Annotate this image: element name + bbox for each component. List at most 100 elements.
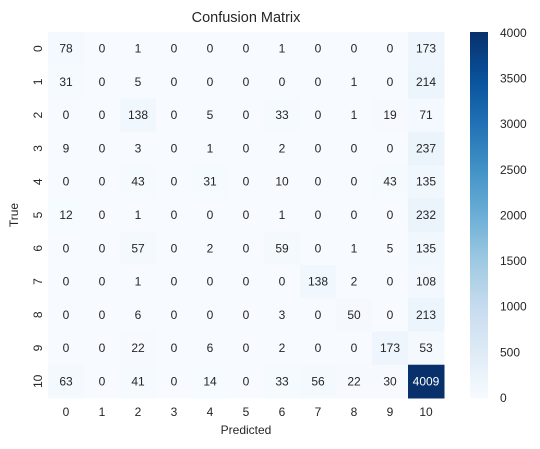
heatmap-cell-2-3 [156, 98, 193, 133]
cell-value-label: 0 [63, 308, 70, 322]
cell-value-label: 14 [203, 374, 217, 388]
heatmap-cell-6-10 [408, 231, 445, 266]
cell-value-label: 237 [416, 141, 436, 155]
cell-value-label: 138 [128, 108, 148, 122]
heatmap-cell-6-5 [228, 231, 265, 266]
x-tick-label: 3 [171, 405, 178, 419]
cell-value-label: 41 [131, 374, 145, 388]
heatmap-cell-6-8 [336, 231, 373, 266]
cell-value-label: 6 [135, 308, 142, 322]
heatmap-cell-1-8 [336, 65, 373, 100]
cell-value-label: 2 [207, 241, 214, 255]
heatmap-cell-0-5 [228, 32, 265, 66]
cell-value-label: 3 [279, 308, 286, 322]
colorbar-tick-label: 0 [500, 391, 507, 405]
cell-value-label: 19 [383, 108, 397, 122]
heatmap-cell-8-1 [84, 298, 121, 332]
cell-value-label: 0 [315, 175, 322, 189]
cell-value-label: 0 [243, 341, 250, 355]
x-tick-label: 4 [207, 405, 214, 419]
y-tick-label: 1 [31, 78, 45, 85]
cell-value-label: 50 [347, 308, 361, 322]
cell-value-label: 0 [99, 141, 106, 155]
cell-value-label: 0 [99, 75, 106, 89]
cell-value-label: 0 [63, 108, 70, 122]
cell-value-label: 0 [315, 308, 322, 322]
heatmap-cell-0-6 [264, 32, 301, 66]
heatmap-cell-10-4 [192, 364, 229, 399]
cell-value-label: 53 [419, 341, 433, 355]
y-tick-label: 8 [31, 311, 45, 318]
heatmap-cell-6-7 [300, 231, 337, 266]
heatmap-cell-1-0 [48, 65, 85, 100]
heatmap-cell-8-5 [228, 298, 265, 332]
cell-value-label: 173 [380, 341, 400, 355]
heatmap-cell-8-6 [264, 298, 301, 332]
heatmap-cell-8-8 [336, 298, 373, 332]
heatmap-cell-5-1 [84, 198, 121, 233]
chart-title: Confusion Matrix [192, 10, 302, 26]
heatmap-cell-4-6 [264, 165, 301, 199]
cell-value-label: 22 [347, 374, 361, 388]
heatmap-cell-7-8 [336, 264, 373, 299]
heatmap-cell-5-4 [192, 198, 229, 233]
heatmap-cell-8-9 [372, 298, 409, 332]
heatmap-cell-5-8 [336, 198, 373, 233]
cell-value-label: 0 [171, 175, 178, 189]
heatmap-cell-9-10 [408, 331, 445, 366]
heatmap-cell-1-4 [192, 65, 229, 100]
heatmap-cell-4-3 [156, 165, 193, 199]
cell-value-label: 0 [387, 42, 394, 56]
x-tick-label: 0 [63, 405, 70, 419]
heatmap-cell-8-7 [300, 298, 337, 332]
colorbar-tick-labels: 0 500 1000 1500 2000 2500 3000 3500 4000 [500, 26, 527, 405]
y-tick-label: 7 [31, 278, 45, 285]
cell-value-label: 0 [351, 42, 358, 56]
heatmap-cell-1-3 [156, 65, 193, 100]
heatmap-cell-6-3 [156, 231, 193, 266]
colorbar-tick-label: 2000 [500, 208, 527, 222]
heatmap-cell-10-8 [336, 364, 373, 399]
cell-value-label: 63 [59, 374, 73, 388]
cell-value-label: 0 [99, 374, 106, 388]
x-tick-label: 7 [315, 405, 322, 419]
cell-value-label: 0 [315, 141, 322, 155]
heatmap-cell-9-7 [300, 331, 337, 366]
cell-value-label: 43 [383, 175, 397, 189]
y-tick-label: 3 [31, 145, 45, 152]
heatmap-cell-7-4 [192, 264, 229, 299]
heatmap-cell-1-10 [408, 65, 445, 100]
heatmap-cell-4-4 [192, 165, 229, 199]
heatmap-cell-10-7 [300, 364, 337, 399]
cell-value-label: 0 [171, 208, 178, 222]
heatmap-cell-3-3 [156, 131, 193, 166]
heatmap-cell-3-9 [372, 131, 409, 166]
cell-value-label: 0 [351, 175, 358, 189]
heatmap-cell-9-3 [156, 331, 193, 366]
cell-value-label: 78 [59, 42, 73, 56]
heatmap-cell-7-6 [264, 264, 301, 299]
cell-value-label: 138 [308, 275, 328, 289]
heatmap-cell-9-5 [228, 331, 265, 366]
x-tick-label: 2 [135, 405, 142, 419]
heatmap-cell-1-2 [120, 65, 157, 100]
heatmap-cell-5-10 [408, 198, 445, 233]
colorbar-tick-label: 4000 [500, 26, 527, 40]
heatmap-cell-4-1 [84, 165, 121, 199]
heatmap-cell-6-0 [48, 231, 85, 266]
heatmap-cell-3-7 [300, 131, 337, 166]
y-axis-label: True [7, 203, 21, 228]
cell-value-label: 9 [63, 141, 70, 155]
heatmap-cell-2-10 [408, 98, 445, 133]
cell-value-label: 0 [63, 241, 70, 255]
cell-value-label: 0 [315, 341, 322, 355]
y-tick-label: 4 [31, 178, 45, 185]
cell-value-label: 0 [99, 341, 106, 355]
y-tick-label: 9 [31, 344, 45, 351]
cell-value-label: 3 [135, 141, 142, 155]
y-tick-label: 0 [31, 45, 45, 52]
x-axis-label: Predicted [221, 423, 272, 437]
heatmap-cell-8-10 [408, 298, 445, 332]
cell-value-label: 0 [351, 341, 358, 355]
heatmap-cell-9-2 [120, 331, 157, 366]
